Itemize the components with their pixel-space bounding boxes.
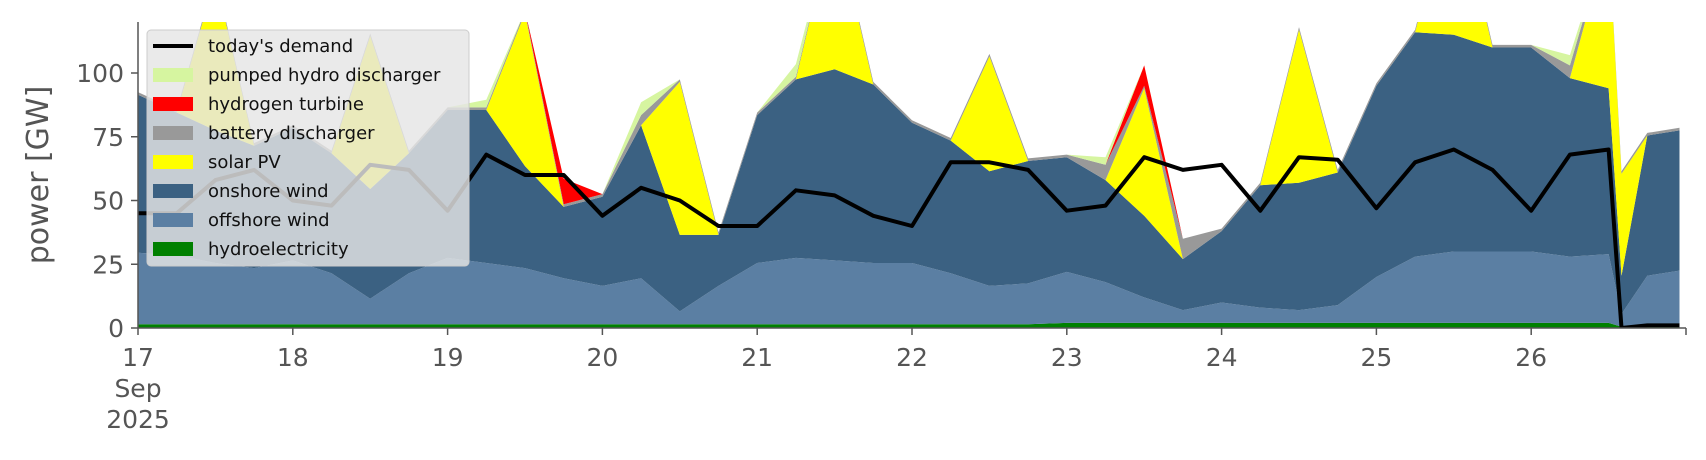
y-tick-label: 50: [92, 187, 124, 216]
x-tick-label: 25: [1360, 343, 1392, 372]
x-tick-label: 26: [1515, 343, 1547, 372]
x-tick-label: 17: [122, 343, 154, 372]
legend-label: solar PV: [208, 152, 281, 173]
x-tick-label: Sep: [114, 374, 161, 403]
x-tick-label: 24: [1206, 343, 1238, 372]
legend-label: hydrogen turbine: [208, 94, 364, 115]
legend-swatch: [153, 68, 193, 82]
legend-label: today's demand: [208, 36, 353, 57]
y-tick-label: 75: [92, 123, 124, 152]
y-tick-label: 0: [108, 314, 124, 343]
legend-item-offshore-wind: offshore wind: [153, 210, 330, 231]
legend-label: offshore wind: [208, 210, 330, 231]
legend-box: [146, 29, 470, 267]
stacked-areas: [138, 22, 1680, 328]
legend-label: hydroelectricity: [208, 239, 349, 260]
legend-item-pumped-hydro-discharger: pumped hydro discharger: [153, 65, 441, 86]
x-tick-label: 20: [586, 343, 618, 372]
x-tick-label: 18: [277, 343, 309, 372]
legend-item-hydroelectricity: hydroelectricity: [153, 239, 349, 260]
legend-label: battery discharger: [208, 123, 375, 144]
x-tick-label: 2025: [106, 405, 170, 434]
x-tick-label: 19: [432, 343, 464, 372]
area-onshore-wind: [138, 32, 1680, 314]
legend-label: onshore wind: [208, 181, 329, 202]
legend: today's demand pumped hydro discharger hyd…: [146, 29, 470, 267]
legend-swatch: [153, 97, 193, 111]
y-axis-label: power [GW]: [21, 86, 56, 265]
legend-swatch: [153, 213, 193, 227]
legend-swatch: [153, 242, 193, 256]
legend-item-today-s-demand: today's demand: [153, 36, 353, 57]
legend-label: pumped hydro discharger: [208, 65, 441, 86]
area-hydroelectricity: [138, 322, 1680, 328]
legend-item-onshore-wind: onshore wind: [153, 181, 329, 202]
legend-swatch: [153, 155, 193, 169]
x-tick-label: 23: [1051, 343, 1083, 372]
legend-item-hydrogen-turbine: hydrogen turbine: [153, 94, 364, 115]
area-offshore-wind: [138, 251, 1680, 327]
area-battery-discharger: [138, 22, 1680, 260]
legend-item-battery-discharger: battery discharger: [153, 123, 375, 144]
x-tick-label: 22: [896, 343, 928, 372]
x-tick-label: 21: [741, 343, 773, 372]
legend-item-solar-pv: solar PV: [153, 152, 281, 173]
y-tick-label: 100: [76, 59, 124, 88]
area-solar-pv: [138, 22, 1680, 276]
legend-swatch: [153, 184, 193, 198]
y-tick-label: 25: [92, 250, 124, 279]
legend-swatch: [153, 126, 193, 140]
